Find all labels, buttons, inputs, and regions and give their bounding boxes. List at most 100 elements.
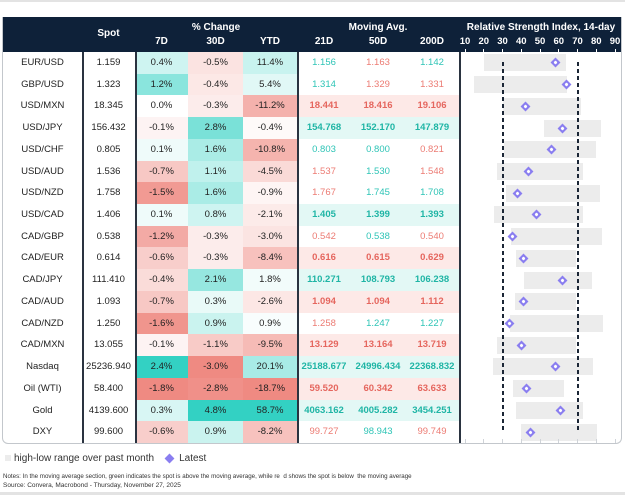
instrument-name: CAD/NZD — [21, 317, 64, 329]
spot-value: 1.093 — [96, 295, 121, 307]
rsi-range-bar — [514, 293, 576, 311]
pct-change-30d: 4.8% — [188, 399, 243, 422]
rsi-tick-mark — [614, 49, 616, 52]
rsi-bottom-tick-mark — [520, 439, 522, 443]
rsi-bottom-tick-mark — [483, 439, 485, 443]
moving-avg-21d: 59.520 — [309, 382, 339, 394]
rsi-cell — [459, 313, 621, 335]
header-ma-50d: 50D — [368, 36, 388, 47]
pct-change-7d: 0.1% — [135, 138, 188, 161]
pct-change-ytd: -8.2% — [243, 421, 297, 443]
moving-avg-50d: 13.164 — [363, 339, 393, 351]
moving-avg-50d: 1.399 — [366, 209, 390, 221]
rsi-range-bar — [493, 358, 593, 376]
column-divider — [135, 52, 137, 443]
instrument-name: CAD/GBP — [21, 230, 64, 242]
rsi-cell — [459, 400, 621, 422]
rsi-latest-marker-center — [528, 430, 533, 434]
rsi-cell — [459, 52, 621, 74]
instrument-name: CAD/AUD — [21, 295, 64, 307]
header-pct-7d: 7D — [155, 36, 168, 47]
moving-avg-50d: 1.745 — [366, 187, 390, 199]
instrument-name: USD/NZD — [21, 187, 64, 199]
moving-avg-200d: 1.112 — [420, 295, 444, 307]
pct-change-30d: -0.3% — [188, 225, 243, 248]
moving-avg-50d: 0.615 — [366, 252, 390, 264]
pct-change-7d: -0.1% — [135, 334, 188, 357]
moving-avg-50d: 108.793 — [360, 274, 396, 286]
rsi-cell — [459, 139, 621, 161]
instrument-name: USD/CHF — [21, 143, 64, 155]
rsi-range-bar — [515, 249, 576, 267]
rsi-latest-marker-center — [511, 234, 515, 239]
rsi-tick-label: 50 — [534, 36, 546, 47]
rsi-bottom-tick-mark — [577, 439, 578, 443]
moving-avg-200d: 1.548 — [420, 165, 444, 177]
pct-change-30d: 0.9% — [188, 421, 243, 443]
rsi-reference-line — [576, 62, 579, 432]
rsi-tick-mark — [464, 49, 466, 52]
rsi-cell — [459, 269, 621, 291]
moving-avg-200d: 22368.832 — [409, 361, 455, 373]
table-row: USD/AUD 1.536 -0.7% 1.1% -4.5% 1.537 1.530 1.54… — [3, 160, 621, 183]
footer-notes: Notes: In the moving average section, gr… — [3, 473, 412, 480]
rsi-latest-marker-center — [553, 61, 557, 65]
column-divider — [82, 52, 84, 443]
moving-avg-200d: 13.719 — [417, 339, 447, 351]
moving-avg-50d: 1.530 — [366, 165, 390, 177]
legend-range-label: high-low range over past month — [14, 452, 155, 464]
pct-change-30d: -2.8% — [188, 377, 243, 400]
pct-change-7d: 0.3% — [135, 399, 188, 422]
moving-avg-50d: 0.538 — [366, 230, 390, 242]
rsi-tick-mark — [558, 49, 560, 52]
rsi-range-bar — [512, 380, 565, 398]
moving-avg-21d: 0.803 — [312, 143, 336, 155]
pct-change-ytd: 1.8% — [243, 269, 297, 291]
rsi-tick-mark — [502, 49, 503, 52]
footer-source: Source: Convera, Macrobond - Thursday, N… — [3, 482, 181, 489]
pct-change-ytd: -0.4% — [243, 117, 297, 139]
moving-avg-row-highlight — [297, 95, 459, 118]
header-ma-21d: 21D — [314, 36, 334, 47]
rsi-range-bar — [502, 97, 582, 115]
moving-avg-21d: 0.542 — [312, 230, 336, 242]
spot-value: 0.538 — [96, 230, 121, 242]
instrument-name: Gold — [32, 404, 53, 416]
rsi-range-bar — [515, 401, 584, 419]
pct-change-7d: -0.7% — [135, 290, 188, 313]
spot-value: 99.600 — [93, 426, 124, 438]
table-row: USD/CHF 0.805 0.1% 1.6% -10.8% 0.803 0.800 0.82… — [3, 138, 621, 161]
legend-latest-label: Latest — [179, 452, 207, 464]
rsi-range-bar — [483, 54, 567, 72]
pct-change-30d: 1.1% — [188, 160, 243, 183]
rsi-tick-label: 60 — [553, 36, 565, 47]
spot-value: 156.432 — [91, 122, 126, 134]
moving-avg-21d: 18.441 — [309, 100, 339, 112]
pct-change-30d: 0.9% — [188, 312, 243, 335]
header-spot: Spot — [97, 28, 120, 39]
pct-change-ytd: 0.9% — [243, 312, 297, 335]
moving-avg-50d: 1.247 — [366, 317, 390, 329]
rsi-cell — [459, 291, 621, 313]
pct-change-ytd: -8.4% — [243, 247, 297, 270]
moving-avg-200d: 1.331 — [420, 78, 444, 90]
pct-change-ytd: -11.2% — [243, 95, 297, 118]
rsi-latest-marker-center — [560, 278, 565, 282]
table-row: GBP/USD 1.323 1.2% -0.4% 5.4% 1.314 1.329 1.331 — [3, 73, 621, 96]
pct-change-30d: -0.4% — [188, 73, 243, 96]
instrument-name: EUR/USD — [21, 57, 64, 68]
pct-change-7d: -0.7% — [135, 160, 188, 183]
rsi-bottom-tick-mark — [539, 439, 541, 443]
pct-change-ytd: -18.7% — [243, 377, 297, 400]
table-header: Spot % Change 7D 30D YTD Moving Avg. 21D… — [3, 17, 621, 52]
spot-value: 111.410 — [92, 274, 125, 286]
pct-change-ytd: 20.1% — [243, 356, 297, 378]
instrument-name: USD/MXN — [20, 100, 65, 112]
rsi-latest-marker-center — [519, 343, 523, 347]
pct-change-ytd: 5.4% — [243, 73, 297, 96]
rsi-cell — [459, 161, 621, 183]
rsi-reference-line — [501, 62, 504, 432]
spot-value: 25236.940 — [86, 361, 131, 373]
moving-avg-row-highlight — [297, 290, 459, 313]
frame-bottom-border — [0, 492, 625, 495]
